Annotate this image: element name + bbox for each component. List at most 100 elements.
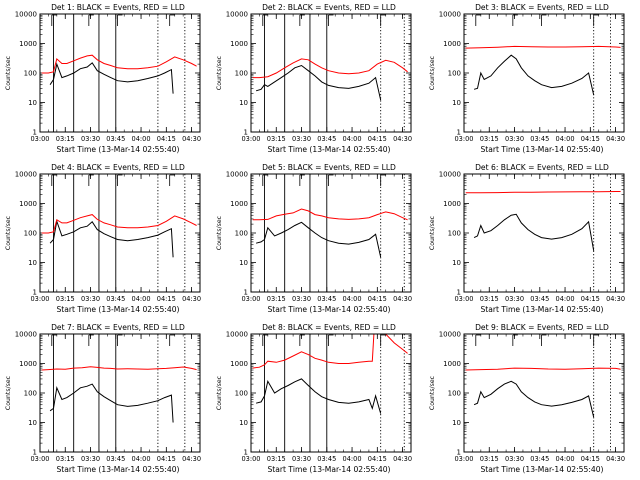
x-tick-label: 04:00 <box>132 295 151 303</box>
y-tick-label: 10 <box>452 99 461 107</box>
x-tick-label: 03:30 <box>292 135 311 143</box>
lld-series-line <box>41 214 197 234</box>
events-series-line <box>473 213 595 251</box>
y-tick-label: 1 <box>33 289 37 297</box>
y-tick-label: 10 <box>28 99 37 107</box>
y-tick-label: 100 <box>448 70 461 78</box>
y-tick-label: 1000 <box>230 40 248 48</box>
flag-mark <box>541 334 547 346</box>
x-tick-label: 04:00 <box>343 455 362 463</box>
y-axis-label: Counts/sec <box>5 375 12 410</box>
flag-mark <box>51 174 57 186</box>
x-tick-label: 03:45 <box>530 295 549 303</box>
x-tick-label: 03:30 <box>505 455 524 463</box>
flag-mark <box>262 334 268 346</box>
x-tick-label: 03:00 <box>454 295 473 303</box>
y-tick-label: 100 <box>448 230 461 238</box>
events-series-line <box>473 380 595 418</box>
y-axis-label: Counts/sec <box>5 55 12 90</box>
x-axis-label: Start Time (13-Mar-14 02:55:40) <box>267 145 390 154</box>
x-tick-label: 04:30 <box>182 295 201 303</box>
events-series-line <box>255 378 382 414</box>
detector-panel: Det 8: BLACK = Events, RED = LLD Counts/s… <box>216 323 412 474</box>
flag-mark <box>299 174 305 186</box>
detector-panel: Det 2: BLACK = Events, RED = LLD Counts/s… <box>216 3 412 154</box>
y-axis-label: Counts/sec <box>216 215 223 250</box>
x-tick-label: 04:30 <box>393 455 412 463</box>
y-tick-label: 1 <box>244 449 248 457</box>
x-tick-label: 04:30 <box>606 135 625 143</box>
y-tick-label: 10 <box>239 259 248 267</box>
x-tick-label: 04:15 <box>157 295 176 303</box>
x-tick-label: 04:15 <box>368 135 387 143</box>
plot-frame <box>463 13 625 133</box>
y-tick-label: 10000 <box>439 331 461 339</box>
flag-mark <box>299 334 305 346</box>
events-series-line <box>473 54 595 96</box>
y-axis-label: Counts/sec <box>429 55 436 90</box>
x-tick-label: 03:15 <box>267 295 286 303</box>
x-tick-label: 04:30 <box>606 455 625 463</box>
detector-panel: Det 1: BLACK = Events, RED = LLD Counts/s… <box>5 3 201 154</box>
x-tick-label: 03:15 <box>480 135 499 143</box>
x-tick-label: 03:45 <box>106 455 125 463</box>
detector-panel: Det 7: BLACK = Events, RED = LLD Counts/s… <box>5 323 201 474</box>
x-tick-label: 03:30 <box>505 135 524 143</box>
x-axis-label: Start Time (13-Mar-14 02:55:40) <box>56 305 179 314</box>
x-tick-label: 03:00 <box>30 135 49 143</box>
x-tick-label: 04:00 <box>132 455 151 463</box>
x-axis-label: Start Time (13-Mar-14 02:55:40) <box>480 465 603 474</box>
flag-mark <box>88 174 94 186</box>
panel-title: Det 8: BLACK = Events, RED = LLD <box>262 323 396 332</box>
y-axis-label: Counts/sec <box>216 55 223 90</box>
flag-mark <box>593 334 599 346</box>
x-tick-label: 03:00 <box>454 135 473 143</box>
plot-frame <box>250 333 412 453</box>
x-tick-label: 03:15 <box>480 295 499 303</box>
x-tick-label: 03:00 <box>454 455 473 463</box>
flag-mark <box>117 334 123 346</box>
y-axis-label: Counts/sec <box>429 215 436 250</box>
panel-title: Det 1: BLACK = Events, RED = LLD <box>51 3 185 12</box>
x-axis-label: Start Time (13-Mar-14 02:55:40) <box>267 305 390 314</box>
flag-mark <box>262 14 268 26</box>
x-tick-label: 03:45 <box>317 455 336 463</box>
x-tick-label: 04:30 <box>606 295 625 303</box>
x-tick-label: 03:45 <box>106 295 125 303</box>
x-tick-label: 04:15 <box>157 455 176 463</box>
detector-panel: Det 9: BLACK = Events, RED = LLD Counts/s… <box>429 323 625 474</box>
events-series-line <box>255 64 382 101</box>
y-tick-label: 1000 <box>443 200 461 208</box>
y-tick-label: 10 <box>239 419 248 427</box>
x-tick-label: 03:30 <box>505 295 524 303</box>
x-axis-label: Start Time (13-Mar-14 02:55:40) <box>480 145 603 154</box>
y-tick-label: 100 <box>24 230 37 238</box>
detector-panel: Det 6: BLACK = Events, RED = LLD Counts/s… <box>429 163 625 314</box>
y-tick-label: 100 <box>24 390 37 398</box>
y-tick-label: 10 <box>452 259 461 267</box>
x-tick-label: 03:15 <box>56 455 75 463</box>
x-tick-label: 03:00 <box>30 455 49 463</box>
x-tick-label: 03:15 <box>56 295 75 303</box>
x-tick-label: 03:45 <box>530 135 549 143</box>
y-tick-label: 10 <box>239 99 248 107</box>
y-tick-label: 1 <box>244 129 248 137</box>
panel-title: Det 2: BLACK = Events, RED = LLD <box>262 3 396 12</box>
flag-mark <box>299 14 305 26</box>
y-tick-label: 10000 <box>439 171 461 179</box>
y-tick-label: 1 <box>33 129 37 137</box>
y-tick-label: 10000 <box>15 11 37 19</box>
y-tick-label: 1 <box>457 449 461 457</box>
x-tick-label: 03:00 <box>241 455 260 463</box>
y-axis-label: Counts/sec <box>216 375 223 410</box>
x-tick-label: 03:45 <box>317 295 336 303</box>
lld-series-line <box>252 334 408 369</box>
y-tick-label: 10000 <box>226 331 248 339</box>
panel-title: Det 3: BLACK = Events, RED = LLD <box>475 3 609 12</box>
x-tick-label: 04:15 <box>581 135 600 143</box>
detector-panel: Det 4: BLACK = Events, RED = LLD Counts/s… <box>5 163 201 314</box>
y-tick-label: 10000 <box>226 171 248 179</box>
lld-series-line <box>465 45 621 49</box>
y-tick-label: 1000 <box>19 360 37 368</box>
